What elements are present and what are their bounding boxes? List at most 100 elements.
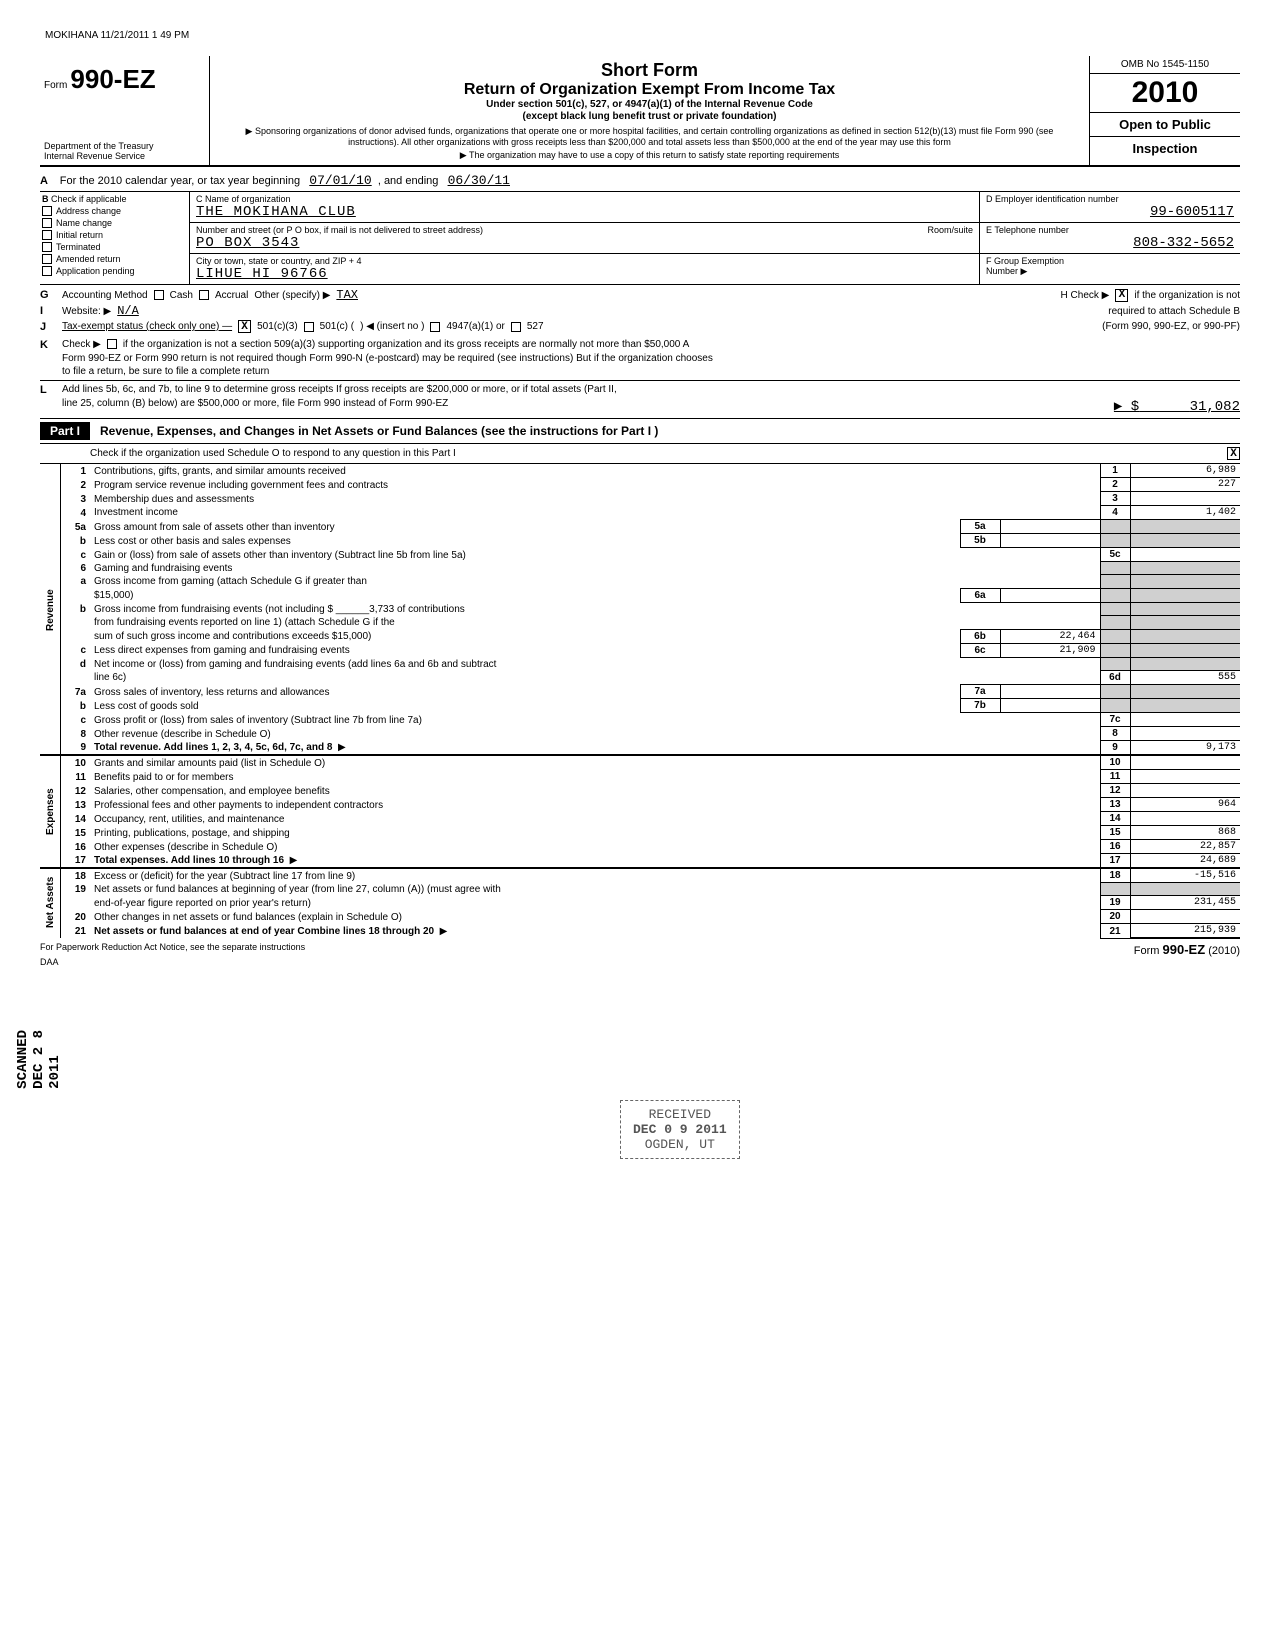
- l-text2: line 25, column (B) below) are $500,000 …: [62, 398, 448, 415]
- right-line-val: 24,689: [1130, 854, 1240, 869]
- right-line-val: [1130, 657, 1240, 671]
- footer-form-number: 990-EZ: [1163, 942, 1206, 957]
- lbl-527: 527: [527, 321, 544, 332]
- line-desc: Contributions, gifts, grants, and simila…: [90, 464, 1100, 478]
- form-number: 990-EZ: [70, 64, 155, 94]
- chk-initial-return[interactable]: [42, 230, 52, 240]
- line-num: d: [60, 657, 90, 671]
- chk-4947[interactable]: [430, 322, 440, 332]
- chk-amended[interactable]: [42, 254, 52, 264]
- right-line-num: [1100, 534, 1130, 548]
- mid-line-num: 5b: [960, 534, 1000, 548]
- line-l: L Add lines 5b, 6c, and 7b, to line 9 to…: [40, 381, 1240, 419]
- j-right-text: (Form 990, 990-EZ, or 990-PF): [1102, 321, 1240, 332]
- phone-value: 808-332-5652: [986, 235, 1234, 251]
- ein-label: D Employer identification number: [986, 194, 1234, 204]
- line-num: [60, 588, 90, 602]
- footer-form-year: (2010): [1205, 945, 1240, 957]
- tax-year: 2010: [1090, 74, 1240, 113]
- right-line-num: 14: [1100, 812, 1130, 826]
- right-line-val: [1130, 685, 1240, 699]
- chk-address-change[interactable]: [42, 206, 52, 216]
- mid-line-num: 5a: [960, 520, 1000, 534]
- chk-schedule-o[interactable]: X: [1227, 447, 1240, 460]
- line-desc: Grants and similar amounts paid (list in…: [90, 755, 1100, 770]
- footer-daa: DAA: [40, 957, 1240, 967]
- line-desc: Gross amount from sale of assets other t…: [90, 520, 960, 534]
- right-line-num: 21: [1100, 924, 1130, 939]
- line-desc: from fundraising events reported on line…: [90, 616, 1100, 630]
- mid-line-num: 6c: [960, 643, 1000, 657]
- line-desc: Net assets or fund balances at end of ye…: [90, 924, 1100, 939]
- gross-receipts: 31,082: [1190, 399, 1240, 415]
- chk-accrual[interactable]: [199, 290, 209, 300]
- org-address: PO BOX 3543: [196, 235, 973, 251]
- phone-label: E Telephone number: [986, 225, 1234, 235]
- line-num: 7a: [60, 685, 90, 699]
- right-line-val: 215,939: [1130, 924, 1240, 939]
- chk-pending[interactable]: [42, 266, 52, 276]
- line-num: 15: [60, 826, 90, 840]
- right-line-num: [1100, 602, 1130, 616]
- l-arrow: ▶ $: [1114, 399, 1139, 415]
- group-exempt-number: Number ▶: [986, 266, 1234, 277]
- k-text3: to file a return, be sure to file a comp…: [62, 366, 269, 377]
- side-label-revenue: Revenue: [40, 464, 60, 755]
- lbl-cash: Cash: [170, 290, 193, 301]
- accounting-other-value: TAX: [336, 288, 358, 302]
- right-line-num: 18: [1100, 868, 1130, 883]
- right-line-num: 3: [1100, 492, 1130, 506]
- line-desc: Salaries, other compensation, and employ…: [90, 784, 1100, 798]
- right-line-val: [1130, 784, 1240, 798]
- right-line-val: [1130, 713, 1240, 727]
- right-line-num: 15: [1100, 826, 1130, 840]
- line-desc: Membership dues and assessments: [90, 492, 1100, 506]
- line-num: [60, 629, 90, 643]
- footer-paperwork: For Paperwork Reduction Act Notice, see …: [40, 942, 305, 957]
- chk-k[interactable]: [107, 339, 117, 349]
- lbl-address-change: Address change: [56, 206, 121, 216]
- line-a-prefix: For the 2010 calendar year, or tax year …: [60, 175, 300, 187]
- chk-h-not-required[interactable]: X: [1115, 289, 1128, 302]
- right-line-num: 13: [1100, 798, 1130, 812]
- chk-terminated[interactable]: [42, 242, 52, 252]
- right-line-num: [1100, 616, 1130, 630]
- right-line-num: 5c: [1100, 548, 1130, 562]
- right-line-num: [1100, 629, 1130, 643]
- line-num: 12: [60, 784, 90, 798]
- line-desc: Gross income from fundraising events (no…: [90, 602, 1100, 616]
- letter-k: K: [40, 339, 56, 351]
- line-num: 21: [60, 924, 90, 939]
- chk-501c3[interactable]: X: [238, 320, 251, 333]
- short-form-label: Short Form: [220, 60, 1079, 81]
- scanned-side-text: SCANNED DEC 2 8 2011: [15, 1030, 63, 1089]
- chk-cash[interactable]: [154, 290, 164, 300]
- city-label: City or town, state or country, and ZIP …: [196, 256, 973, 266]
- mid-line-val: [1000, 685, 1100, 699]
- lines-ghi: G Accounting Method Cash Accrual Other (…: [40, 285, 1240, 336]
- chk-501c[interactable]: [304, 322, 314, 332]
- revenue-table: Revenue1Contributions, gifts, grants, an…: [40, 464, 1240, 939]
- right-line-num: 2: [1100, 478, 1130, 492]
- right-line-num: 12: [1100, 784, 1130, 798]
- chk-527[interactable]: [511, 322, 521, 332]
- line-num: [60, 896, 90, 910]
- stamp-ogden: OGDEN, UT: [633, 1137, 727, 1152]
- chk-name-change[interactable]: [42, 218, 52, 228]
- line-desc: Total expenses. Add lines 10 through 16 …: [90, 854, 1100, 869]
- form-header-row: Form 990-EZ Department of the Treasury I…: [40, 56, 1240, 167]
- right-line-num: [1100, 685, 1130, 699]
- line-a-mid: , and ending: [378, 175, 439, 187]
- right-line-val: 868: [1130, 826, 1240, 840]
- website-label: Website: ▶: [62, 306, 111, 317]
- lbl-501c-b: ) ◀ (insert no ): [360, 321, 424, 332]
- form-number-box: Form 990-EZ Department of the Treasury I…: [40, 56, 210, 165]
- right-line-val: [1130, 643, 1240, 657]
- line-num: 8: [60, 727, 90, 741]
- right-line-num: 7c: [1100, 713, 1130, 727]
- right-line-num: [1100, 588, 1130, 602]
- line-num: 20: [60, 910, 90, 924]
- line-desc: Gaming and fundraising events: [90, 562, 1100, 575]
- mid-line-val: [1000, 588, 1100, 602]
- l-text1: Add lines 5b, 6c, and 7b, to line 9 to d…: [62, 384, 617, 396]
